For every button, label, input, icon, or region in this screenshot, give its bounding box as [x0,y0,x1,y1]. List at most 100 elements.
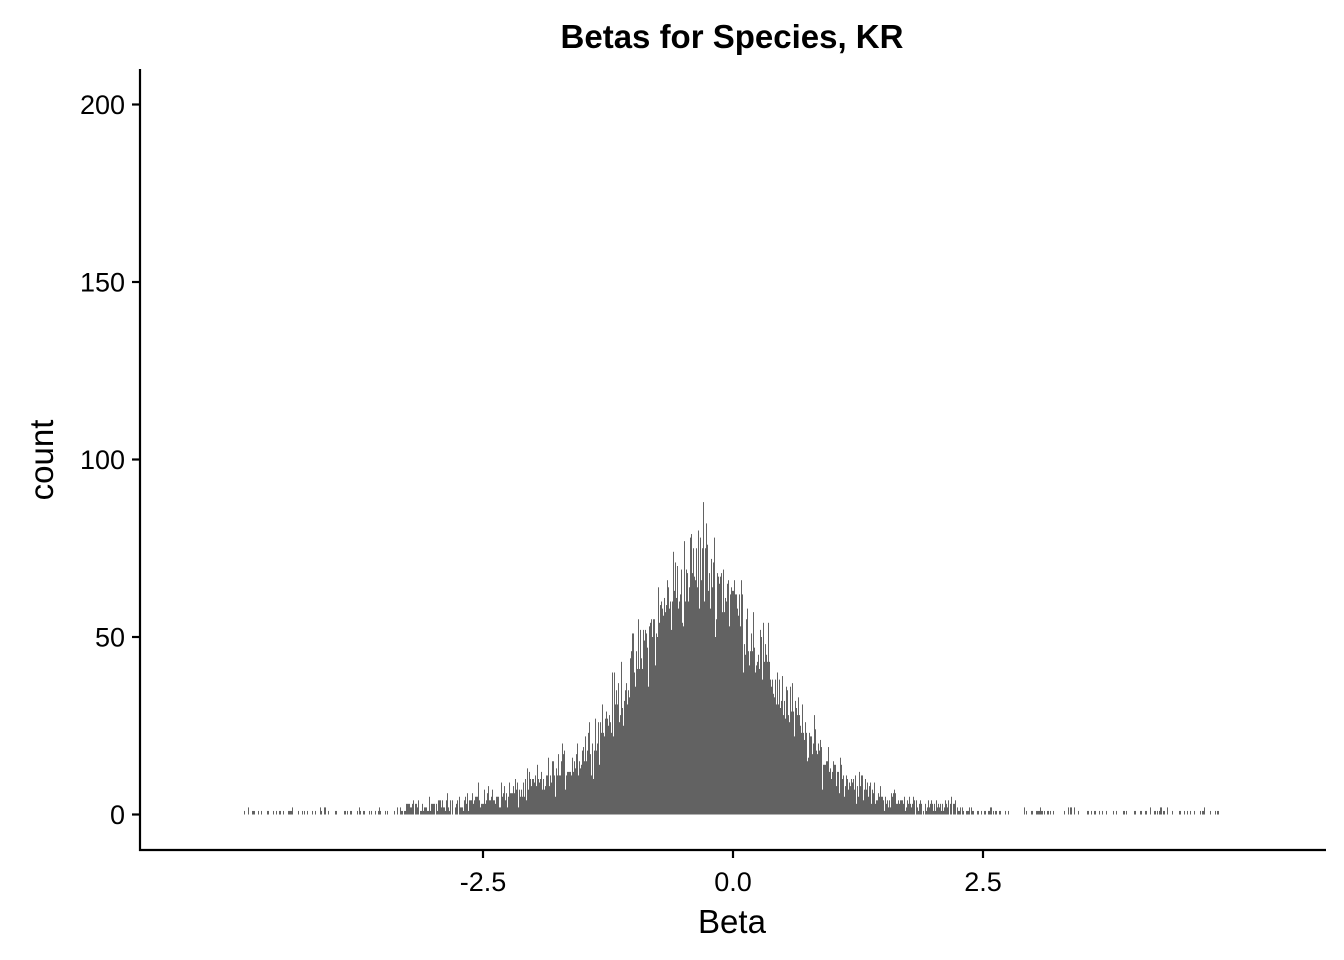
histogram-bar [585,736,586,815]
histogram-bar [589,722,590,815]
histogram-bar [771,686,772,815]
histogram-bar [1184,810,1185,815]
histogram-bar [581,764,582,815]
histogram-bar [1087,810,1088,815]
histogram-bar [849,782,850,815]
histogram-bar [877,800,878,815]
histogram-bar [916,800,917,815]
histogram-bar [676,597,677,815]
histogram-bar [948,800,949,815]
histogram-bar [893,793,894,815]
y-tick-label: 50 [95,623,125,653]
histogram-bar [707,544,708,815]
histogram-bar [607,718,608,815]
histogram-bar [993,810,994,815]
histogram-bar [879,796,880,815]
histogram-bar [744,644,745,815]
histogram-bar [958,810,959,815]
histogram-bar [430,810,431,815]
histogram-bar [719,583,720,815]
histogram-bar [541,771,542,815]
histogram-bar [960,807,961,815]
histogram-bar [650,622,651,815]
histogram-bar [856,803,857,815]
histogram-bar [452,800,453,815]
histogram-bar [797,715,798,815]
histogram-bar [798,697,799,815]
histogram-bar [511,793,512,815]
histogram-bar [868,796,869,815]
histogram-bar [989,810,990,815]
histogram-bar [721,573,722,815]
histogram-bar [596,750,597,815]
histogram-bar [636,651,637,815]
histogram-bar [875,803,876,815]
histogram-bar [449,810,450,815]
histogram-bar [947,807,948,815]
histogram-bar [532,779,533,815]
histogram-bar [927,807,928,815]
histogram-bar [888,807,889,815]
x-tick-label: 0.0 [714,867,752,897]
histogram-bar [478,782,479,815]
histogram-bar [425,807,426,815]
histogram-bar [825,764,826,815]
histogram-bar [606,711,607,815]
histogram-bar [627,704,628,815]
histogram-bar [999,810,1000,815]
histogram-bar [456,803,457,815]
histogram-bar [1202,810,1203,815]
y-axis-title: count [23,420,60,501]
histogram-bar [1218,810,1219,815]
histogram-bar [1094,810,1095,815]
histogram-bar [351,810,352,815]
histogram-bar [609,715,610,815]
histogram-bar [730,594,731,815]
histogram-bar [473,803,474,815]
histogram-bar [852,782,853,815]
histogram-bar [616,690,617,815]
histogram-bar [761,637,762,815]
histogram-bar [412,803,413,815]
histogram-bar [1102,810,1103,815]
histogram-bar [588,732,589,815]
histogram-bar [801,732,802,815]
histogram-bar [991,807,992,815]
histogram-bar [312,810,313,815]
histogram-bar [802,704,803,815]
x-axis-title: Beta [698,903,767,940]
histogram-bar [931,800,932,815]
histogram-bar [701,580,702,815]
histogram-bar [525,779,526,815]
histogram-bar [836,786,837,815]
histogram-bar [943,810,944,815]
histogram-bar [438,800,439,815]
histogram-bar [833,761,834,815]
histogram-bar [740,626,741,815]
histogram-bar [772,679,773,815]
histogram-bar [491,796,492,815]
histogram-bar [800,725,801,815]
histogram-bar [359,807,360,815]
histogram-bar [945,800,946,815]
histogram-bar [560,775,561,815]
histogram-bar [405,810,406,815]
histogram-bar [459,796,460,815]
histogram-bar [290,810,291,815]
histogram-bar [591,775,592,815]
histogram-bar [1190,810,1191,815]
histogram-bar [669,608,670,815]
histogram-bar [547,775,548,815]
histogram-bar [1215,810,1216,815]
histogram-bar [657,637,658,815]
histogram-bar [465,796,466,815]
histogram-bar [941,810,942,815]
histogram-bar [937,807,938,815]
histogram-bar [851,779,852,815]
histogram-bar [876,800,877,815]
histogram-bar [1024,807,1025,815]
histogram-bar [402,810,403,815]
histogram-bar [350,810,351,815]
histogram-bar [678,608,679,815]
histogram-bar [977,810,978,815]
